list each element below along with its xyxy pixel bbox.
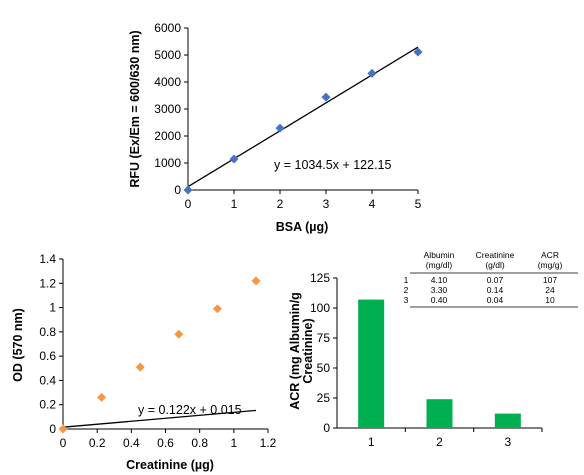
- bsa-x-axis-title: BSA (µg): [276, 220, 329, 234]
- bsa-x-tick-label: 0: [185, 197, 192, 211]
- creatinine-data-point: [174, 329, 184, 339]
- bsa-y-tick-label: 2000: [154, 129, 181, 143]
- acr-y-axis-title-line1: ACR (mg Albumin/g: [288, 292, 302, 410]
- acr-y-tick-label: 100: [310, 301, 330, 315]
- table-cell: 107: [543, 275, 557, 285]
- bsa-data-point: [413, 47, 423, 57]
- bsa-y-tick-label: 0: [174, 183, 181, 197]
- table-cell: 0.04: [487, 295, 504, 305]
- bsa-data-point: [229, 154, 239, 164]
- bsa-trendline: [187, 46, 419, 188]
- table-cell: 4.10: [431, 275, 448, 285]
- creatinine-data-point: [135, 362, 145, 372]
- creatinine-data-point: [58, 424, 68, 434]
- table-column-header: Creatinine: [476, 250, 515, 260]
- table-column-header: (mg/dl): [426, 260, 453, 270]
- table-column-header: (mg/g): [538, 260, 563, 270]
- bsa-y-tick-label: 5000: [154, 48, 181, 62]
- acr-bar: [426, 399, 453, 428]
- bsa-standard-curve-panel: 0 1000 2000 3000 4000 5000 6000 0 1 2 3 4 5 y = 103…: [128, 21, 423, 234]
- bsa-trendline-equation: y = 1034.5x + 122.15: [274, 158, 392, 172]
- acr-y-tick-label: 125: [310, 271, 330, 285]
- creatinine-data-point: [251, 276, 261, 286]
- table-cell: 10: [545, 295, 555, 305]
- acr-data-table: Albumin(mg/dl) Creatinine(g/dl) ACR(mg/g) 1…: [404, 250, 578, 308]
- bsa-y-tick-label: 1000: [154, 156, 181, 170]
- creatinine-x-tick-label: 0: [60, 436, 67, 450]
- bsa-y-tick-label: 3000: [154, 102, 181, 116]
- creatinine-y-tick-label: 0.4: [39, 373, 56, 387]
- acr-x-tick-label: 2: [436, 435, 443, 449]
- bsa-x-tick-label: 1: [231, 197, 238, 211]
- acr-y-tick-label: 50: [317, 361, 331, 375]
- creatinine-y-tick-label: 0.2: [39, 398, 56, 412]
- table-row-label: 1: [404, 275, 409, 285]
- table-column-header: (g/dl): [485, 260, 505, 270]
- creatinine-trendline: [62, 409, 257, 428]
- bsa-y-tick-label: 4000: [154, 75, 181, 89]
- table-cell: 0.14: [487, 285, 504, 295]
- bsa-y-axis-title: RFU (Ex/Em = 600/630 nm): [128, 30, 142, 187]
- bsa-y-tick-label: 6000: [154, 21, 181, 35]
- creatinine-y-tick-label: 1.4: [39, 252, 56, 266]
- bsa-x-tick-label: 3: [323, 197, 330, 211]
- creatinine-y-tick-label: 0.6: [39, 349, 56, 363]
- bsa-x-tick-label: 4: [369, 197, 376, 211]
- creatinine-trendline-equation: y = 0.122x + 0.015: [138, 403, 242, 417]
- creatinine-y-tick-label: 1: [49, 301, 56, 315]
- bsa-x-tick-label: 2: [277, 197, 284, 211]
- table-cell: 0.40: [431, 295, 448, 305]
- creatinine-x-tick-label: 0.4: [123, 436, 140, 450]
- acr-bar: [358, 299, 385, 428]
- creatinine-x-tick-label: 1.2: [260, 436, 277, 450]
- table-cell: 0.07: [487, 275, 504, 285]
- creatinine-y-tick-label: 0.8: [39, 325, 56, 339]
- table-row-label: 2: [404, 285, 409, 295]
- creatinine-y-tick-label: 0: [49, 422, 56, 436]
- creatinine-x-axis-title: Creatinine (µg): [126, 458, 214, 472]
- creatinine-x-tick-label: 0.2: [89, 436, 106, 450]
- table-row-label: 3: [404, 295, 409, 305]
- acr-x-tick-label: 1: [368, 435, 375, 449]
- bsa-data-point: [275, 123, 285, 133]
- bsa-data-point: [321, 92, 331, 102]
- acr-y-axis-title-line2: Creatinine): [301, 318, 315, 383]
- table-cell: 3.30: [431, 285, 448, 295]
- acr-y-tick-label: 75: [317, 331, 331, 345]
- creatinine-x-tick-label: 0.8: [191, 436, 208, 450]
- table-column-header: ACR: [541, 250, 559, 260]
- creatinine-data-point: [97, 392, 107, 402]
- creatinine-y-axis-title: OD (570 nm): [11, 308, 25, 382]
- creatinine-x-tick-label: 0.6: [157, 436, 174, 450]
- bsa-data-point: [367, 68, 377, 78]
- creatinine-x-tick-label: 1: [230, 436, 237, 450]
- creatinine-standard-curve-panel: 0 0.2 0.4 0.6 0.8 1 1.2 1.4 0 0.2 0.4 0.6 0.8 1 1.2 y…: [11, 252, 277, 472]
- acr-y-tick-label: 0: [323, 421, 330, 435]
- bsa-data-point: [183, 185, 193, 195]
- acr-bar: [494, 413, 521, 428]
- acr-y-tick-label: 25: [317, 391, 331, 405]
- creatinine-y-tick-label: 1.2: [39, 276, 56, 290]
- table-cell: 24: [545, 285, 555, 295]
- acr-x-tick-label: 3: [504, 435, 511, 449]
- bsa-x-tick-label: 5: [415, 197, 422, 211]
- table-column-header: Albumin: [424, 250, 455, 260]
- creatinine-data-point: [212, 304, 222, 314]
